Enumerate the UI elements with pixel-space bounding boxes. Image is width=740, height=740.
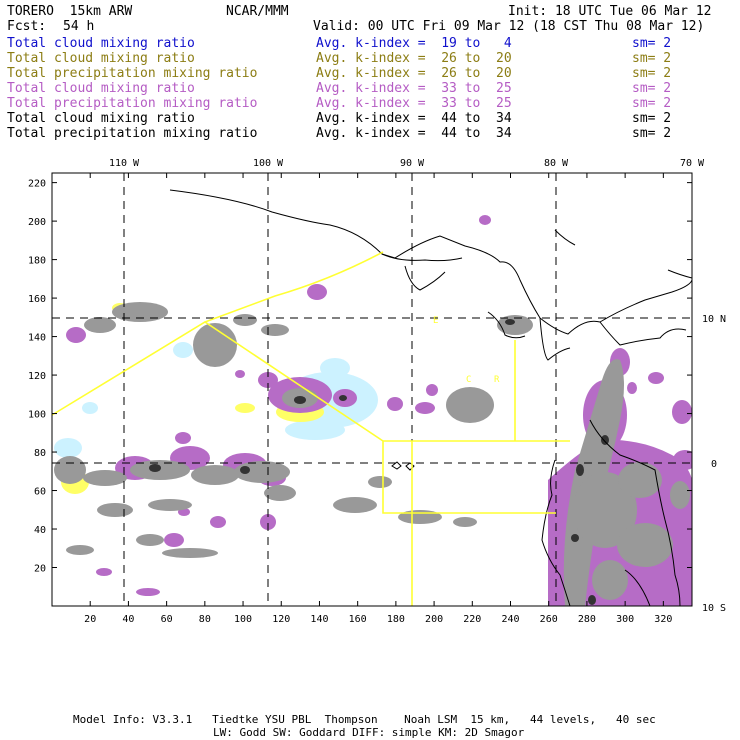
longitude-label: 90 W [400,158,425,169]
legend-sm: sm= 2 [632,111,672,126]
axis-labels: 20 40 60 80 100 120 140 160 180 200 220 240 260 280 30… [28,158,726,625]
x-tick-label: 160 [349,614,367,625]
x-tick-label: 140 [310,614,328,625]
legend-sm: sm= 2 [632,126,672,141]
coastlines [169,189,692,606]
x-tick-label: 240 [501,614,519,625]
box-label-e: E [433,316,438,326]
x-tick-label: 20 [84,614,96,625]
y-tick-label: 180 [28,256,46,267]
x-tick-label: 220 [463,614,481,625]
legend-sm: sm= 2 [632,51,672,66]
legend-field: Total precipitation mixing ratio [7,66,258,81]
x-tick-label: 280 [578,614,596,625]
latitude-label: 10 S [702,603,726,614]
x-tick-label: 60 [161,614,173,625]
legend-sm: sm= 2 [632,96,672,111]
legend-index: Avg. k-index = 33 to 25 [316,81,512,96]
model-name: TORERO 15km ARW [7,4,133,19]
x-tick-label: 80 [199,614,211,625]
legend-index: Avg. k-index = 33 to 25 [316,96,512,111]
init-time: Init: 18 UTC Tue 06 Mar 12 [508,4,712,19]
legend-field: Total cloud mixing ratio [7,81,195,96]
x-tick-label: 300 [616,614,634,625]
y-tick-label: 80 [34,448,46,459]
y-tick-label: 40 [34,525,46,536]
legend-sm: sm= 2 [632,81,672,96]
model-info: Model Info: V3.3.1 Tiedtke YSU PBL Thomp… [73,713,656,726]
x-tick-label: 100 [234,614,252,625]
legend-field: Total cloud mixing ratio [7,36,195,51]
y-tick-label: 160 [28,294,46,305]
latitude-label: 10 N [702,314,726,325]
forecast-label: Fcst: [7,19,47,34]
longitude-label: 110 W [109,158,140,169]
x-tick-label: 260 [540,614,558,625]
region-boxes [52,251,570,606]
legend-field: Total cloud mixing ratio [7,111,195,126]
legend-field: Total precipitation mixing ratio [7,126,258,141]
latlon-grid [52,173,692,606]
legend-sm: sm= 2 [632,36,672,51]
latitude-label: 0 [711,459,717,470]
y-tick-label: 120 [28,371,46,382]
legend-field: Total cloud mixing ratio [7,51,195,66]
x-tick-label: 320 [654,614,672,625]
y-tick-label: 220 [28,179,46,190]
y-tick-label: 60 [34,487,46,498]
longitude-label: 70 W [680,158,705,169]
heavy-areas [54,302,690,606]
box-label-c: C [466,375,471,385]
forecast-hour: 54 h [63,19,95,34]
y-tick-label: 140 [28,333,46,344]
x-tick-label: 180 [387,614,405,625]
physics-info: LW: Godd SW: Goddard DIFF: simple KM: 2D… [213,726,525,739]
core-areas [149,319,609,605]
map-frame [51,172,693,607]
y-tick-label: 20 [34,564,46,575]
legend-index: Avg. k-index = 44 to 34 [316,111,512,126]
longitude-label: 80 W [544,158,569,169]
x-tick-label: 40 [122,614,134,625]
center-name: NCAR/MMM [226,4,289,19]
x-tick-label: 200 [425,614,443,625]
box-label-r: R [494,375,500,385]
legend-field: Total precipitation mixing ratio [7,96,258,111]
axis-ticks [52,173,692,606]
legend-index: Avg. k-index = 26 to 20 [316,66,512,81]
y-tick-label: 100 [28,410,46,421]
y-tick-label: 200 [28,217,46,228]
legend-index: Avg. k-index = 19 to 4 [316,36,512,51]
x-tick-label: 120 [272,614,290,625]
legend-index: Avg. k-index = 26 to 20 [316,51,512,66]
legend-sm: sm= 2 [632,66,672,81]
longitude-label: 100 W [253,158,284,169]
legend-index: Avg. k-index = 44 to 34 [316,126,512,141]
valid-time: Valid: 00 UTC Fri 09 Mar 12 (18 CST Thu … [313,19,705,34]
